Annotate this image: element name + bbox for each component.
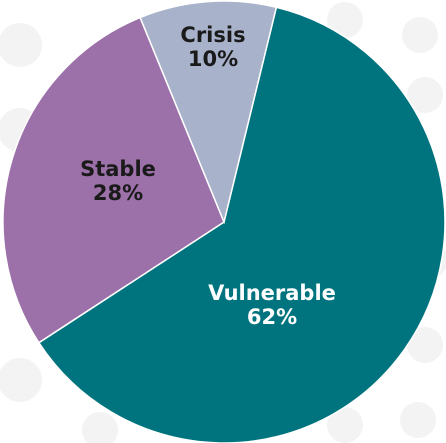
slice-category-label: Stable [80,157,156,181]
pie-slice [139,0,278,225]
pie-slice [2,16,225,344]
slice-category-label: Crisis [180,23,245,47]
slice-value-label: 62% [247,305,297,329]
slice-value-label: 28% [93,181,143,205]
slice-value-label: 10% [188,47,238,71]
pie-slice [37,6,446,443]
slice-category-label: Vulnerable [208,281,336,305]
